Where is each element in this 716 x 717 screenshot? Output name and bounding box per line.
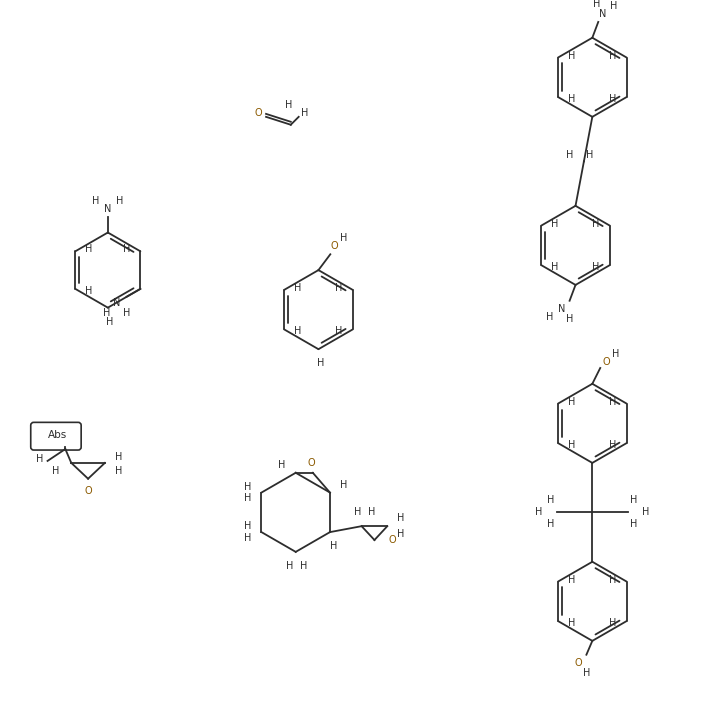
Text: H: H <box>354 508 362 518</box>
Text: H: H <box>316 358 324 368</box>
Text: H: H <box>244 493 251 503</box>
Text: H: H <box>592 219 599 229</box>
Text: H: H <box>566 313 574 323</box>
Text: H: H <box>294 283 301 293</box>
Text: H: H <box>335 326 342 336</box>
Text: H: H <box>115 452 122 462</box>
Text: H: H <box>551 219 558 229</box>
Text: H: H <box>106 316 114 326</box>
Text: H: H <box>609 618 616 628</box>
Text: H: H <box>611 1 618 11</box>
Text: H: H <box>368 508 375 518</box>
Text: H: H <box>609 397 616 407</box>
Text: H: H <box>569 50 576 60</box>
Text: H: H <box>92 196 100 206</box>
Text: H: H <box>583 668 590 678</box>
Text: H: H <box>279 460 286 470</box>
Text: H: H <box>103 308 110 318</box>
Text: H: H <box>294 326 301 336</box>
Text: O: O <box>602 357 610 367</box>
Text: O: O <box>84 485 92 495</box>
Text: N: N <box>104 204 112 214</box>
Text: H: H <box>609 50 616 60</box>
FancyBboxPatch shape <box>31 422 81 450</box>
Text: H: H <box>286 561 294 571</box>
Text: H: H <box>340 480 347 490</box>
Text: H: H <box>569 618 576 628</box>
Text: H: H <box>569 94 576 104</box>
Text: H: H <box>244 482 251 492</box>
Text: N: N <box>599 9 606 19</box>
Text: H: H <box>609 440 616 450</box>
Text: H: H <box>52 466 59 476</box>
Text: H: H <box>397 513 405 523</box>
Text: O: O <box>575 657 582 668</box>
Text: H: H <box>123 244 130 255</box>
Text: N: N <box>558 304 566 313</box>
Text: H: H <box>300 561 307 571</box>
Text: H: H <box>630 495 637 505</box>
Text: N: N <box>113 298 120 308</box>
Text: H: H <box>593 0 600 9</box>
Text: H: H <box>546 312 553 321</box>
Text: H: H <box>301 108 309 118</box>
Text: H: H <box>612 349 620 359</box>
Text: H: H <box>547 519 554 529</box>
Text: Abs: Abs <box>48 430 67 440</box>
Text: O: O <box>389 535 396 545</box>
Text: H: H <box>586 151 594 161</box>
Text: H: H <box>569 397 576 407</box>
Text: H: H <box>341 234 348 244</box>
Text: O: O <box>307 458 314 468</box>
Text: H: H <box>244 521 251 531</box>
Text: H: H <box>551 262 558 272</box>
Text: H: H <box>244 533 251 543</box>
Text: H: H <box>536 508 543 518</box>
Text: H: H <box>85 244 93 255</box>
Text: O: O <box>254 108 262 118</box>
Text: H: H <box>330 541 338 551</box>
Text: H: H <box>123 308 130 318</box>
Text: H: H <box>592 262 599 272</box>
Text: H: H <box>569 440 576 450</box>
Text: H: H <box>115 466 122 476</box>
Text: H: H <box>285 100 292 110</box>
Text: H: H <box>630 519 637 529</box>
Text: H: H <box>116 196 123 206</box>
Text: H: H <box>85 286 93 296</box>
Text: H: H <box>566 151 574 161</box>
Text: H: H <box>335 283 342 293</box>
Text: H: H <box>642 508 649 518</box>
Text: O: O <box>331 242 338 252</box>
Text: H: H <box>36 454 43 464</box>
Text: H: H <box>609 94 616 104</box>
Text: H: H <box>547 495 554 505</box>
Text: H: H <box>569 574 576 584</box>
Text: H: H <box>397 529 405 539</box>
Text: H: H <box>609 574 616 584</box>
